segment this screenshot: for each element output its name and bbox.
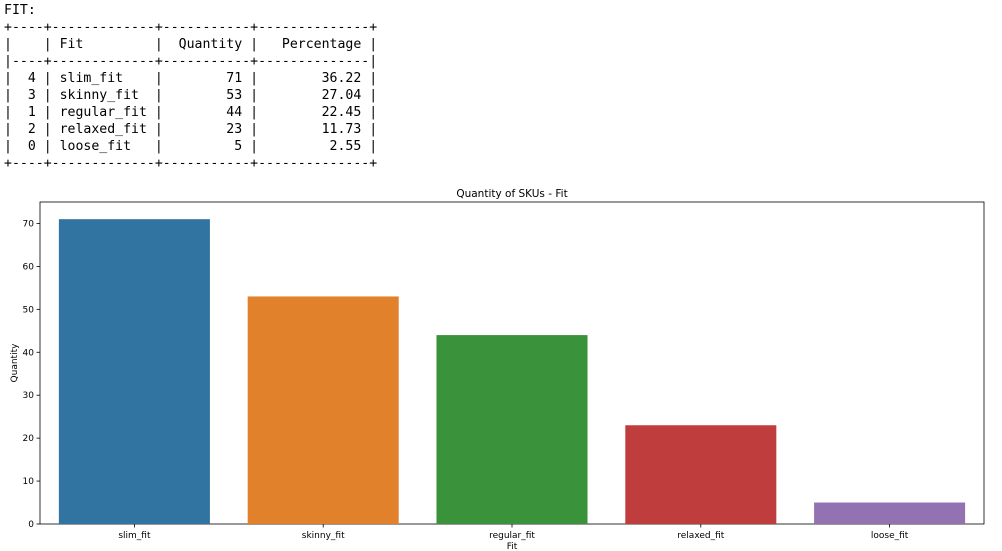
table-row: | 3 | skinny_fit | 53 | 27.04 |	[4, 88, 378, 103]
x-tick-label: slim_fit	[118, 531, 151, 541]
bar-loose-fit	[814, 502, 966, 524]
table-border: +----+-------------+-----------+--------…	[4, 156, 378, 171]
y-tick-label: 10	[23, 477, 35, 487]
bar-regular-fit	[436, 335, 588, 524]
table-border: |----+-------------+-----------+--------…	[4, 54, 378, 69]
x-axis-label: Fit	[507, 542, 518, 551]
y-tick-label: 20	[23, 434, 35, 444]
x-tick-label: skinny_fit	[302, 531, 345, 541]
y-axis: 0 10 20 30 40 50 60 70	[23, 219, 40, 530]
x-axis: slim_fit skinny_fit regular_fit relaxed_fit…	[118, 524, 909, 541]
table-output: FIT: +----+-------------+-----------+---…	[4, 2, 377, 172]
table-row: | 2 | relaxed_fit | 23 | 11.73 |	[4, 122, 378, 137]
fit-table: +----+-------------+-----------+--------…	[4, 20, 377, 171]
y-tick-label: 70	[23, 219, 35, 229]
y-tick-label: 40	[23, 348, 35, 358]
x-tick-label: loose_fit	[871, 531, 909, 541]
table-row: | 1 | regular_fit | 44 | 22.45 |	[4, 105, 378, 120]
table-row: | 0 | loose_fit | 5 | 2.55 |	[4, 139, 378, 154]
x-tick-label: relaxed_fit	[677, 531, 725, 541]
bar-relaxed-fit	[625, 425, 777, 524]
table-header-row: | | Fit | Quantity | Percentage |	[4, 37, 378, 52]
y-tick-label: 50	[23, 305, 35, 315]
y-tick-label: 30	[23, 391, 35, 401]
bar-slim-fit	[58, 219, 210, 524]
y-tick-label: 0	[28, 520, 34, 530]
bar-skinny-fit	[247, 296, 399, 524]
table-border: +----+-------------+-----------+--------…	[4, 20, 378, 35]
bars	[58, 219, 966, 524]
table-row: | 4 | slim_fit | 71 | 36.22 |	[4, 71, 378, 86]
y-axis-label: Quantity	[10, 343, 20, 383]
bar-chart: Quantity of SKUs - Fit 0 10 20 30 40 50 60 70 s…	[10, 188, 985, 551]
y-tick-label: 60	[23, 262, 35, 272]
chart-title: Quantity of SKUs - Fit	[456, 188, 567, 200]
x-tick-label: regular_fit	[489, 531, 535, 541]
output-heading: FIT:	[4, 3, 36, 18]
